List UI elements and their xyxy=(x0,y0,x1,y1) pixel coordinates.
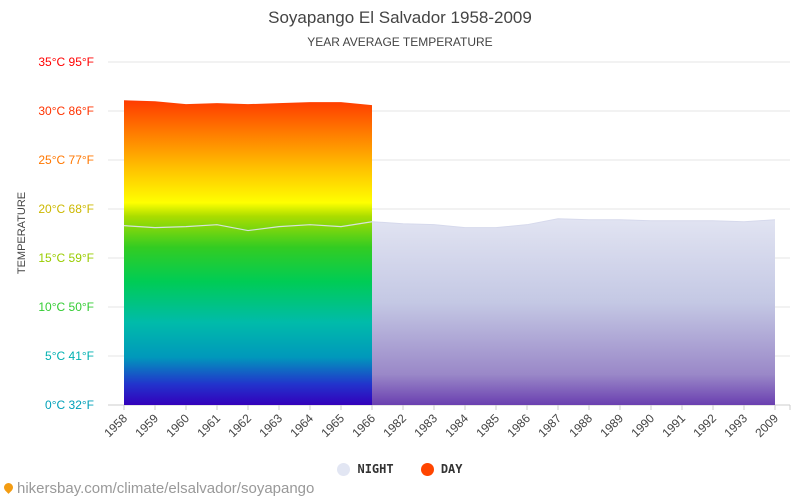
x-axis-ticks: 1958 1959 1960 1961 1962 1963 1964 1965 1966 1982… xyxy=(101,405,791,440)
location-pin-icon xyxy=(2,481,15,494)
temperature-chart: 0°C 32°F 5°C 41°F 10°C 50°F 15°C 59°F 20°C 6… xyxy=(16,55,791,440)
y-tick-label: 30°C 86°F xyxy=(38,104,94,118)
y-tick-label: 10°C 50°F xyxy=(38,300,94,314)
legend-night-label: NIGHT xyxy=(357,462,394,476)
x-tick-label: 1960 xyxy=(163,411,192,440)
x-tick-label: 1990 xyxy=(628,411,657,440)
x-tick-label: 1988 xyxy=(566,411,595,440)
source-link[interactable]: hikersbay.com/climate/elsalvador/soyapan… xyxy=(2,480,315,497)
x-tick-label: 1982 xyxy=(380,411,409,440)
y-axis-ticks: 0°C 32°F 5°C 41°F 10°C 50°F 15°C 59°F 20°C 6… xyxy=(38,55,94,412)
x-tick-label: 1962 xyxy=(225,411,254,440)
night-line xyxy=(123,221,373,232)
y-tick-label: 0°C 32°F xyxy=(45,398,94,412)
x-tick-label: 1985 xyxy=(473,411,502,440)
night-area xyxy=(372,218,775,405)
y-tick-label: 25°C 77°F xyxy=(38,153,94,167)
x-tick-label: 1987 xyxy=(535,411,564,440)
y-axis-label: TEMPERATURE xyxy=(16,192,28,274)
day-area xyxy=(124,100,372,405)
x-tick-label: 1983 xyxy=(411,411,440,440)
x-tick-label: 1965 xyxy=(318,411,347,440)
x-tick-label: 1959 xyxy=(132,411,161,440)
legend-item-day[interactable]: DAY xyxy=(420,462,463,476)
legend-item-night[interactable]: NIGHT xyxy=(337,462,394,476)
x-tick-label: 1961 xyxy=(194,411,223,440)
chart-subtitle: YEAR AVERAGE TEMPERATURE xyxy=(307,35,493,49)
x-tick-label: 1966 xyxy=(349,411,378,440)
x-tick-label: 1989 xyxy=(597,411,626,440)
legend-day-label: DAY xyxy=(440,462,463,476)
x-tick-label: 1986 xyxy=(504,411,533,440)
x-tick-label: 1958 xyxy=(101,411,130,440)
series-areas xyxy=(123,100,776,405)
night-line xyxy=(371,218,776,229)
x-tick-label: 1963 xyxy=(256,411,285,440)
legend-night-swatch xyxy=(337,462,351,476)
x-tick-label: 1993 xyxy=(721,411,750,440)
y-tick-label: 35°C 95°F xyxy=(38,55,94,69)
x-tick-label: 1992 xyxy=(690,411,719,440)
legend-day-swatch xyxy=(420,462,434,476)
y-tick-label: 5°C 41°F xyxy=(45,349,94,363)
y-tick-label: 15°C 59°F xyxy=(38,251,94,265)
x-tick-label: 1984 xyxy=(442,411,471,440)
x-tick-label: 1991 xyxy=(659,411,688,440)
chart-title: Soyapango El Salvador 1958-2009 xyxy=(268,8,532,27)
y-tick-label: 20°C 68°F xyxy=(38,202,94,216)
source-text: hikersbay.com/climate/elsalvador/soyapan… xyxy=(17,480,315,497)
x-tick-label: 2009 xyxy=(752,411,781,440)
x-tick-label: 1964 xyxy=(287,411,316,440)
chart-legend: NIGHT DAY xyxy=(0,462,800,479)
